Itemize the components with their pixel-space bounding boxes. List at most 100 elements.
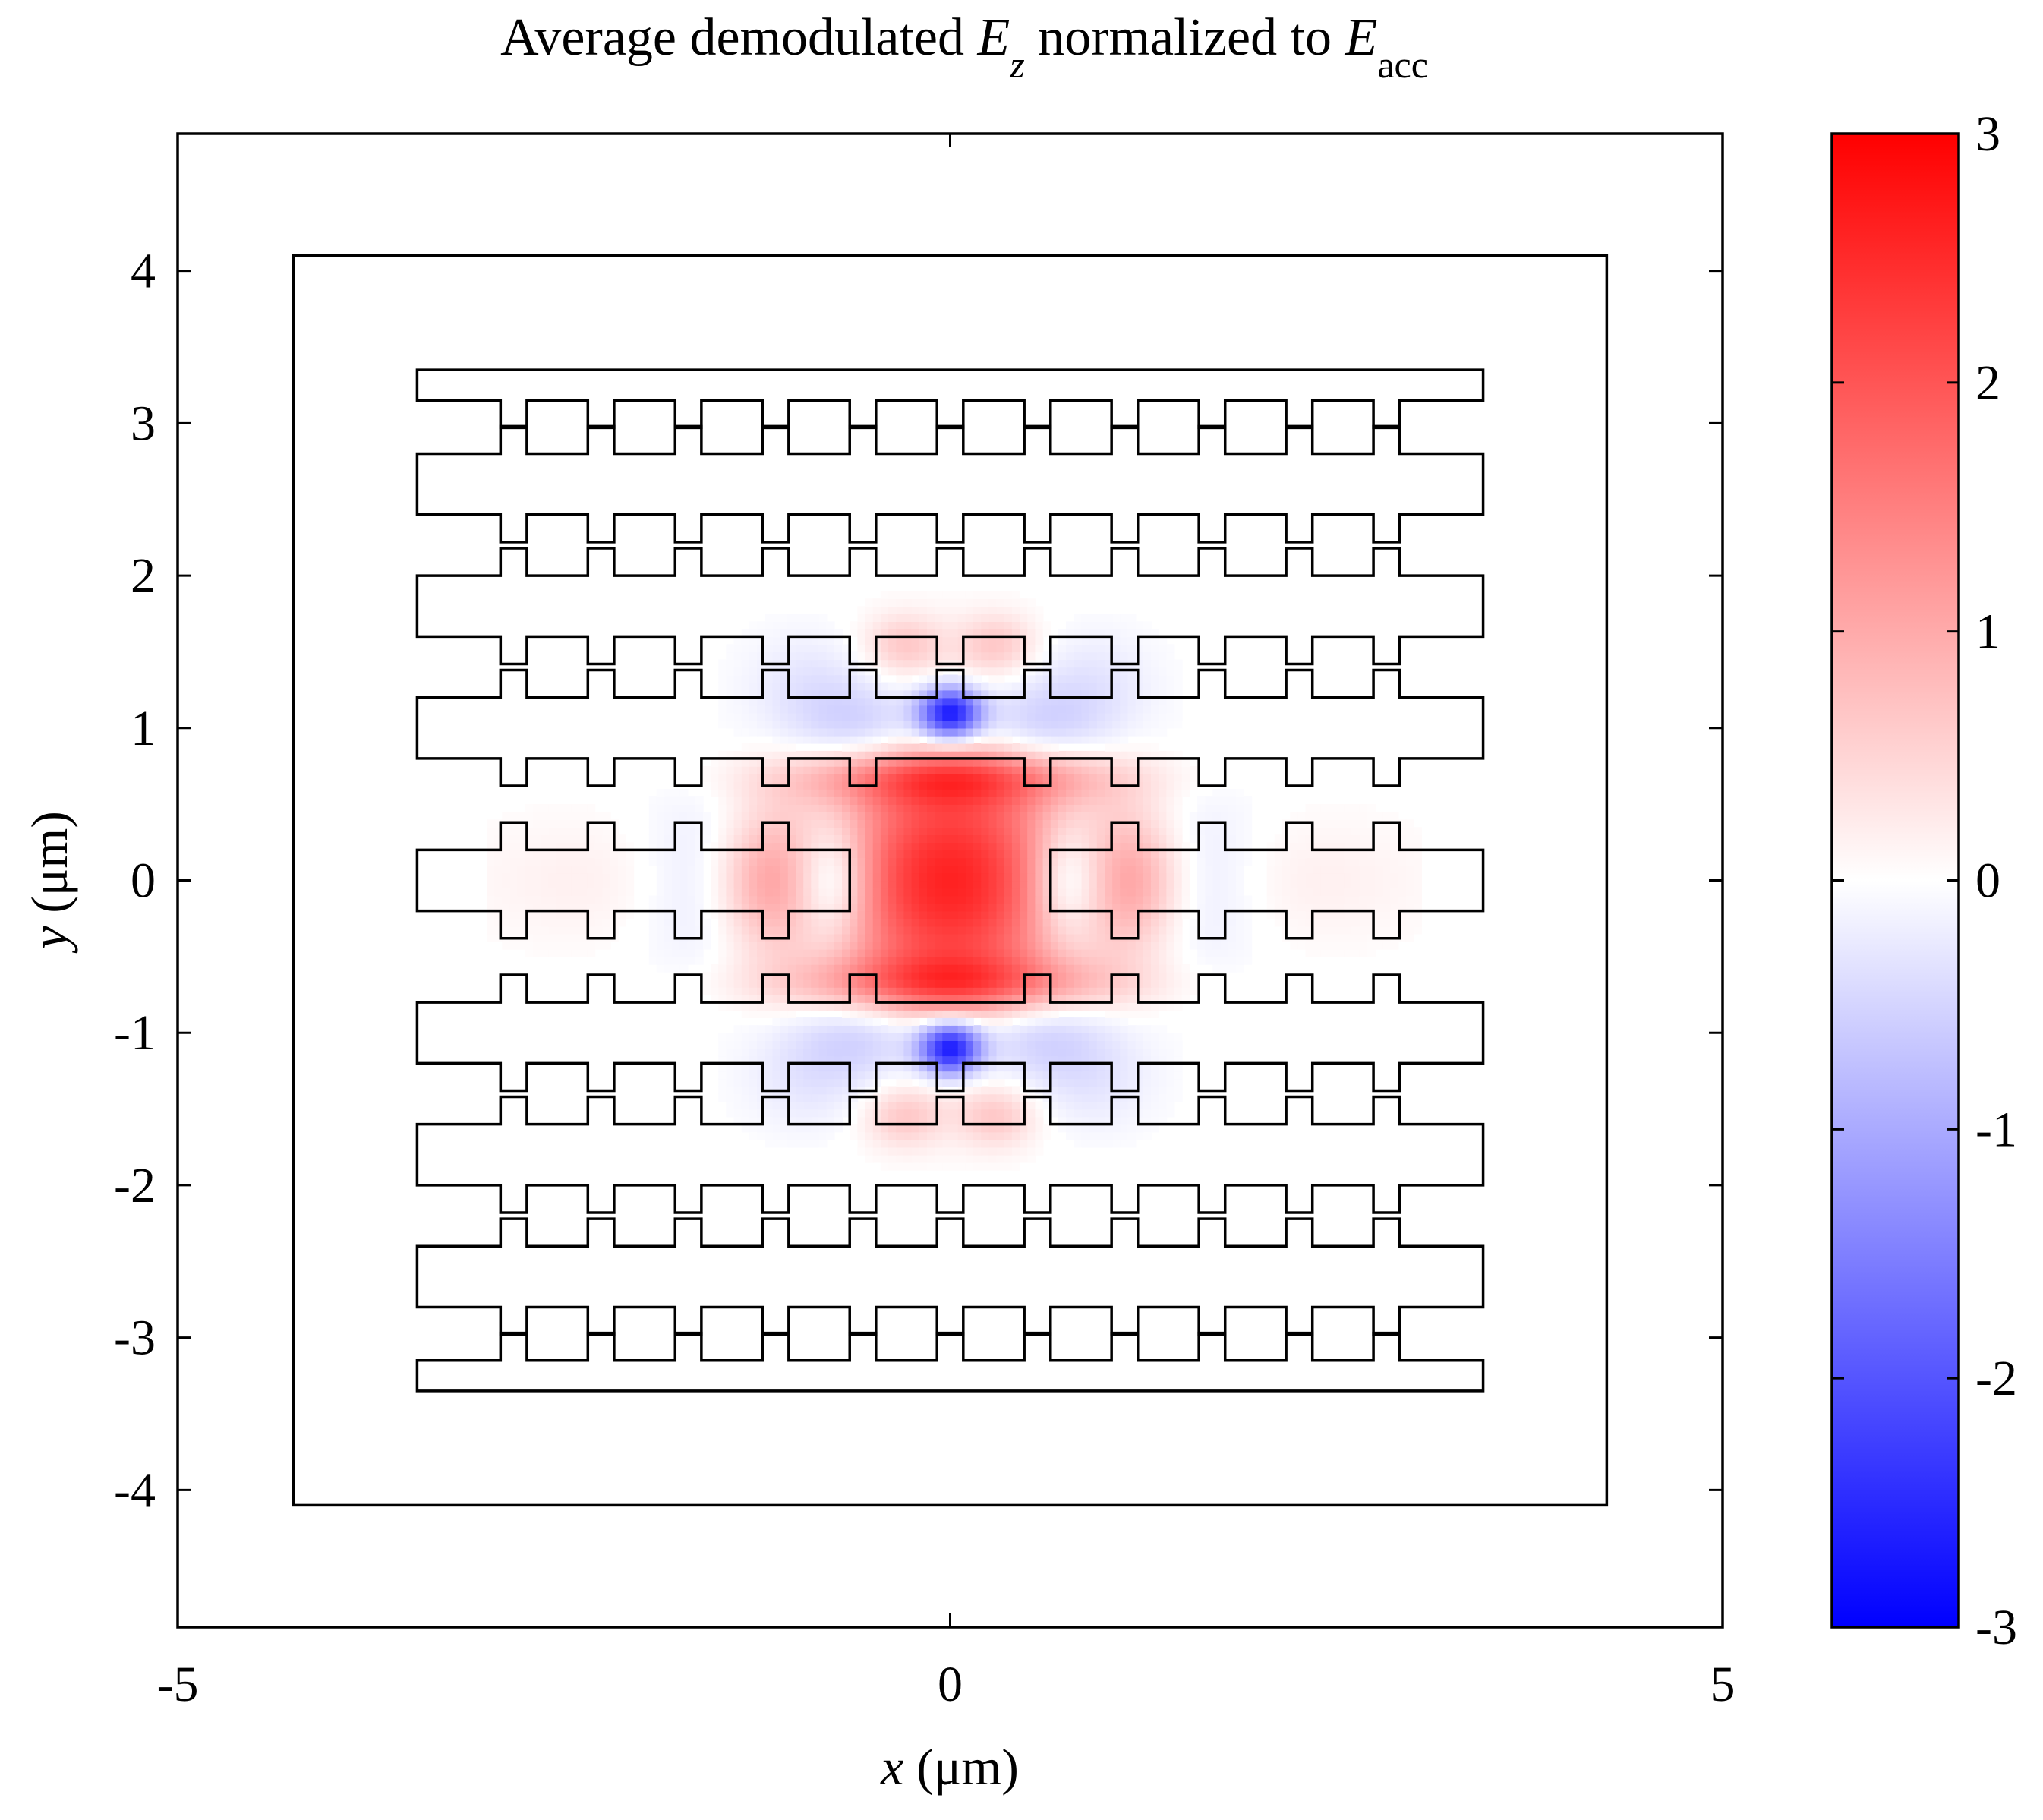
heatmap-cell [648,827,657,835]
heatmap-cell [1020,880,1029,889]
heatmap-cell [880,682,889,691]
heatmap-cell [942,872,951,882]
heatmap-cell [1004,1086,1013,1095]
heatmap-cell [850,1033,859,1041]
heatmap-cell [1089,1086,1098,1095]
heatmap-cell [1011,857,1020,866]
heatmap-cell [1143,888,1152,897]
heatmap-cell [1336,933,1345,942]
heatmap-cell [1336,842,1345,851]
heatmap-cell [664,903,673,912]
heatmap-cell [850,880,859,889]
heatmap-cell [541,812,550,820]
heatmap-cell [1112,842,1121,851]
heatmap-cell [880,750,889,759]
heatmap-cell [1081,1033,1090,1041]
heatmap-cell [1120,827,1129,835]
heatmap-cell [1159,1063,1168,1072]
heatmap-cell [772,743,781,752]
heatmap-cell [1050,1017,1059,1026]
heatmap-cell [1058,712,1067,721]
heatmap-cell [811,812,820,820]
heatmap-cell [965,727,974,737]
heatmap-cell [973,1048,982,1057]
heatmap-cell [988,750,998,759]
heatmap-cell [872,850,881,859]
heatmap-cell [1011,651,1020,661]
heatmap-cell [1035,1055,1044,1065]
heatmap-cell [733,804,742,812]
heatmap-cell [718,948,727,957]
heatmap-cell [1081,636,1090,645]
heatmap-cell [1050,819,1059,828]
heatmap-cell [888,743,897,752]
heatmap-cell [1159,789,1168,797]
heatmap-cell [1212,888,1222,897]
heatmap-cell [865,1002,874,1011]
heatmap-cell [741,1040,750,1049]
heatmap-cell [981,865,990,874]
heatmap-cell [1166,1033,1175,1041]
heatmap-cell [1105,987,1113,995]
heatmap-cell [973,910,982,919]
heatmap-cell [1120,888,1129,897]
heatmap-cell [525,888,534,897]
heatmap-cell [1050,995,1059,1003]
heatmap-cell [1159,636,1168,645]
heatmap-cell [896,956,905,965]
heatmap-cell [865,1124,874,1133]
heatmap-cell [981,1063,990,1072]
heatmap-cell [826,1101,835,1110]
heatmap-cell [1151,750,1159,759]
heatmap-cell [1398,857,1407,866]
heatmap-cell [1020,834,1029,844]
heatmap-cell [880,880,889,889]
heatmap-cell [1042,918,1051,927]
heatmap-cell [718,1040,727,1049]
heatmap-cell [1197,948,1206,957]
heatmap-cell [865,903,874,912]
heatmap-cell [888,659,897,668]
heatmap-cell [1020,888,1029,897]
heatmap-cell [1020,948,1029,957]
heatmap-cell [981,1147,990,1156]
heatmap-cell [733,948,742,957]
heatmap-cell [1336,819,1345,828]
heatmap-cell [834,910,843,919]
heatmap-cell [1081,850,1090,859]
heatmap-cell [811,659,820,668]
heatmap-cell [1135,1071,1144,1080]
heatmap-cell [765,705,774,714]
heatmap-cell [1042,689,1051,699]
heatmap-cell [509,926,519,935]
heatmap-cell [765,941,774,950]
heatmap-cell [1151,636,1159,645]
heatmap-cell [1105,682,1113,691]
heatmap-cell [1011,941,1020,950]
heatmap-cell [818,910,828,919]
heatmap-cell [1228,926,1237,935]
heatmap-cell [950,766,959,774]
heatmap-cell [942,697,951,706]
heatmap-cell [1228,910,1237,919]
heatmap-cell [1274,888,1283,897]
heatmap-cell [1266,910,1275,919]
heatmap-cell [517,857,526,866]
heatmap-cell [1096,948,1105,957]
heatmap-cell [857,636,866,645]
heatmap-cell [1151,979,1159,988]
heatmap-cell [656,819,665,828]
heatmap-cell [903,1010,913,1018]
heatmap-cell [1236,872,1244,882]
heatmap-cell [1081,948,1090,957]
heatmap-cell [973,720,982,729]
heatmap-cell [494,895,503,904]
heatmap-cell [919,926,928,935]
heatmap-cell [664,948,673,957]
heatmap-cell [679,789,689,797]
heatmap-cell [1120,789,1129,797]
heatmap-cell [749,1071,758,1080]
heatmap-cell [811,720,820,729]
heatmap-cell [1297,880,1307,889]
heatmap-cell [1274,880,1283,889]
